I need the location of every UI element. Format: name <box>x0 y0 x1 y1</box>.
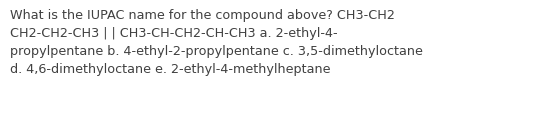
Text: What is the IUPAC name for the compound above? CH3-CH2
CH2-CH2-CH3 | | CH3-CH-CH: What is the IUPAC name for the compound … <box>10 9 423 76</box>
